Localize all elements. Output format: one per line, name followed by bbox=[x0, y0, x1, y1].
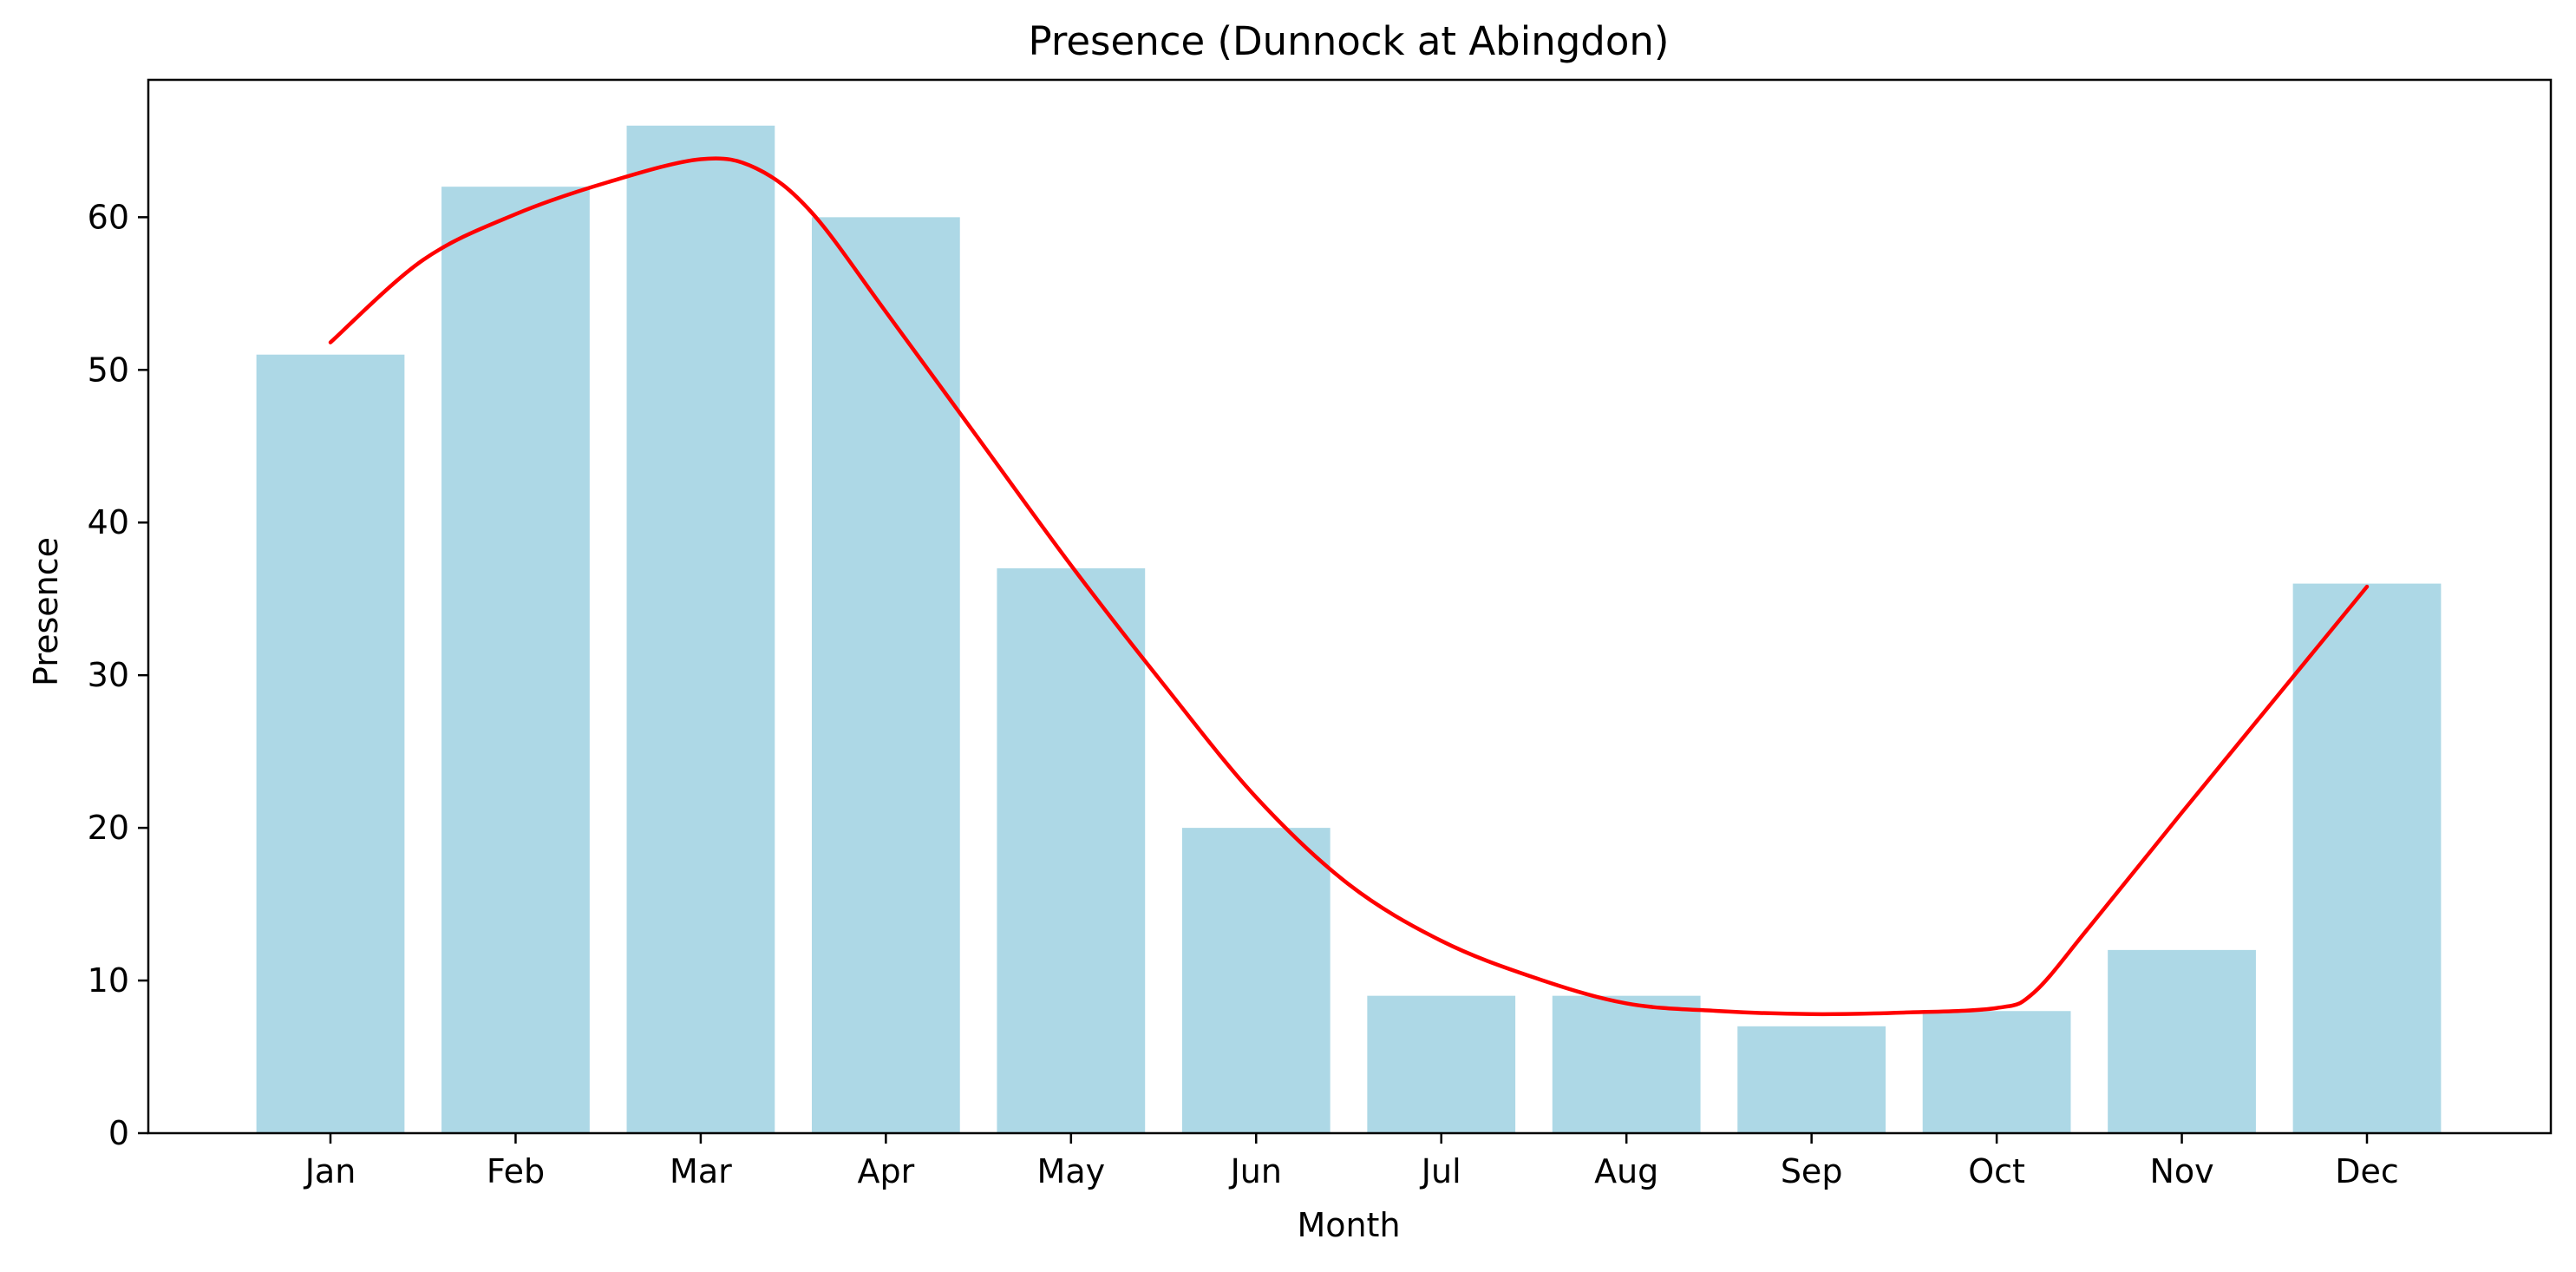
y-tick-label: 60 bbox=[88, 198, 129, 236]
x-tick-label-oct: Oct bbox=[1968, 1152, 2025, 1190]
x-tick-label-jul: Jul bbox=[1420, 1152, 1461, 1190]
bar-jul bbox=[1367, 995, 1516, 1133]
y-tick-label: 40 bbox=[88, 503, 129, 541]
x-tick-label-jun: Jun bbox=[1229, 1152, 1282, 1190]
x-axis-label: Month bbox=[1297, 1206, 1400, 1244]
bar-jan bbox=[256, 354, 405, 1133]
chart-title: Presence (Dunnock at Abingdon) bbox=[1029, 18, 1670, 64]
bar-oct bbox=[1922, 1011, 2071, 1133]
y-tick-label: 0 bbox=[108, 1114, 129, 1152]
x-tick-label-dec: Dec bbox=[2335, 1152, 2399, 1190]
bar-apr bbox=[811, 217, 960, 1134]
bars-group bbox=[256, 125, 2442, 1134]
trend-line bbox=[328, 156, 2370, 1017]
x-tick-label-apr: Apr bbox=[857, 1152, 914, 1190]
x-tick-label-sep: Sep bbox=[1781, 1152, 1843, 1190]
bar-nov bbox=[2108, 949, 2256, 1133]
bar-may bbox=[997, 568, 1146, 1133]
y-axis-ticks: 0 10 20 30 40 50 60 bbox=[88, 198, 148, 1152]
bar-sep bbox=[1737, 1026, 1886, 1133]
x-tick-label-nov: Nov bbox=[2149, 1152, 2213, 1190]
x-tick-label-aug: Aug bbox=[1594, 1152, 1658, 1190]
bar-jun bbox=[1181, 828, 1330, 1133]
bar-mar bbox=[626, 125, 775, 1134]
y-tick-label: 10 bbox=[88, 961, 129, 1000]
x-tick-label-mar: Mar bbox=[670, 1152, 732, 1190]
plot-frame bbox=[147, 78, 2553, 1135]
trend-group bbox=[328, 156, 2370, 1017]
bar-feb bbox=[441, 187, 590, 1133]
x-tick-label-jan: Jan bbox=[304, 1152, 356, 1190]
y-tick-label: 50 bbox=[88, 351, 129, 389]
y-tick-label: 30 bbox=[88, 656, 129, 694]
y-axis-label: Presence bbox=[27, 537, 65, 686]
y-tick-label: 20 bbox=[88, 809, 129, 847]
x-tick-label-feb: Feb bbox=[487, 1152, 545, 1190]
x-tick-label-may: May bbox=[1037, 1152, 1106, 1190]
bar-dec bbox=[2292, 583, 2442, 1133]
x-axis-ticks: Jan Feb Mar Apr May Jun Jul Aug Sep Oct Nov Dec bbox=[304, 1133, 2399, 1190]
bar-aug bbox=[1552, 995, 1701, 1133]
